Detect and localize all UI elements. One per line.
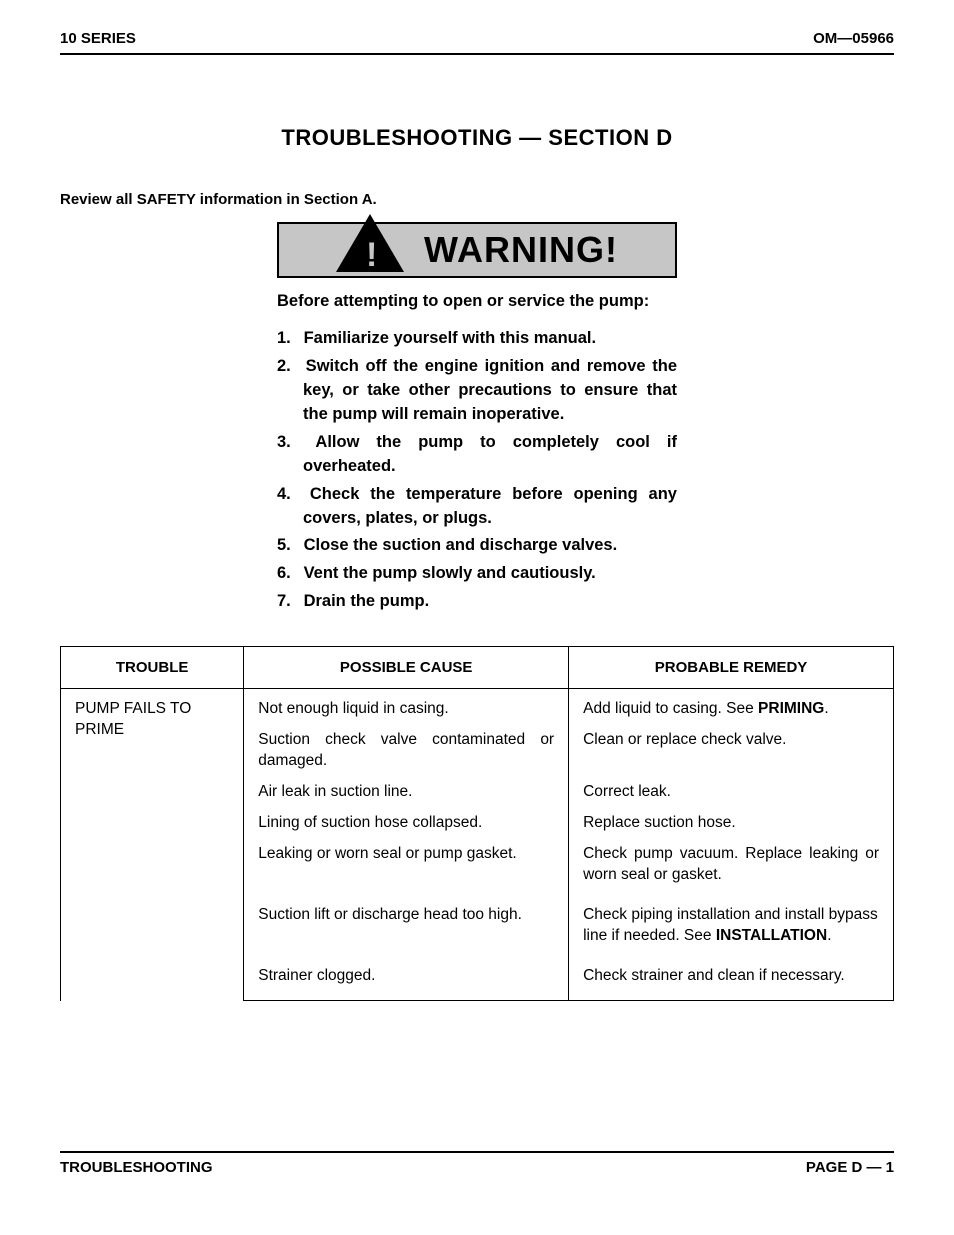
footer-right: PAGE D — 1	[806, 1159, 894, 1176]
table-row: PUMP FAILS TO PRIMENot enough liquid in …	[61, 689, 894, 725]
warning-label: WARNING!	[424, 229, 618, 271]
header-right: OM—05966	[813, 30, 894, 47]
warning-item-text: Check the temperature before opening any…	[299, 485, 677, 527]
troubleshooting-table: TROUBLE POSSIBLE CAUSE PROBABLE REMEDY P…	[60, 646, 894, 1001]
warning-list: 1. Familiarize yourself with this manual…	[277, 327, 677, 614]
warning-item-text: Vent the pump slowly and cautiously.	[299, 564, 596, 582]
warning-item: 7. Drain the pump.	[277, 590, 677, 614]
warning-item-number: 2.	[277, 355, 299, 379]
cause-cell: Leaking or worn seal or pump gasket.	[244, 839, 569, 900]
warning-item: 2. Switch off the engine ignition and re…	[277, 355, 677, 427]
warning-item-number: 7.	[277, 590, 299, 614]
section-title: TROUBLESHOOTING — SECTION D	[60, 125, 894, 151]
remedy-cell: Correct leak.	[569, 777, 894, 808]
warning-item-text: Drain the pump.	[299, 592, 429, 610]
review-safety-line: Review all SAFETY information in Section…	[60, 191, 894, 208]
warning-item-text: Close the suction and discharge valves.	[299, 536, 617, 554]
trouble-cell: PUMP FAILS TO PRIME	[61, 689, 244, 1001]
cause-cell: Suction lift or discharge head too high.	[244, 900, 569, 961]
warning-item-number: 5.	[277, 534, 299, 558]
cause-cell: Not enough liquid in casing.	[244, 689, 569, 725]
remedy-cell: Check piping installation and install by…	[569, 900, 894, 961]
remedy-cell: Check strainer and clean if necessary.	[569, 961, 894, 1001]
warning-item: 6. Vent the pump slowly and cautiously.	[277, 562, 677, 586]
page-footer: TROUBLESHOOTING PAGE D — 1	[60, 1151, 894, 1176]
warning-item-text: Switch off the engine ignition and remov…	[299, 357, 677, 423]
page-header: 10 SERIES OM—05966	[60, 30, 894, 55]
remedy-xref: PRIMING	[758, 700, 824, 717]
remedy-cell: Check pump vacuum. Replace leaking or wo…	[569, 839, 894, 900]
warning-item: 1. Familiarize yourself with this manual…	[277, 327, 677, 351]
table-header-row: TROUBLE POSSIBLE CAUSE PROBABLE REMEDY	[61, 647, 894, 689]
warning-triangle-icon: !	[336, 214, 404, 272]
cause-cell: Air leak in suction line.	[244, 777, 569, 808]
warning-box: ! WARNING!	[277, 222, 677, 278]
remedy-xref: INSTALLATION	[716, 927, 827, 944]
warning-item-number: 1.	[277, 327, 299, 351]
cause-cell: Strainer clogged.	[244, 961, 569, 1001]
warning-exclaim-icon: !	[366, 236, 377, 275]
cause-cell: Suction check valve contaminated or dama…	[244, 725, 569, 777]
warning-block: ! WARNING! Before attempting to open or …	[277, 222, 677, 614]
th-cause: POSSIBLE CAUSE	[244, 647, 569, 689]
footer-left: TROUBLESHOOTING	[60, 1159, 213, 1176]
warning-item: 5. Close the suction and discharge valve…	[277, 534, 677, 558]
warning-item-number: 3.	[277, 431, 299, 455]
warning-item-number: 4.	[277, 483, 299, 507]
remedy-cell: Add liquid to casing. See PRIMING.	[569, 689, 894, 725]
remedy-cell: Replace suction hose.	[569, 808, 894, 839]
warning-item-number: 6.	[277, 562, 299, 586]
cause-cell: Lining of suction hose collapsed.	[244, 808, 569, 839]
warning-item-text: Allow the pump to completely cool if ove…	[299, 433, 677, 475]
warning-intro: Before attempting to open or service the…	[277, 290, 677, 313]
th-remedy: PROBABLE REMEDY	[569, 647, 894, 689]
remedy-cell: Clean or replace check valve.	[569, 725, 894, 777]
warning-item: 4. Check the temperature before opening …	[277, 483, 677, 531]
header-left: 10 SERIES	[60, 30, 136, 47]
warning-item-text: Familiarize yourself with this manual.	[299, 329, 596, 347]
warning-item: 3. Allow the pump to completely cool if …	[277, 431, 677, 479]
th-trouble: TROUBLE	[61, 647, 244, 689]
